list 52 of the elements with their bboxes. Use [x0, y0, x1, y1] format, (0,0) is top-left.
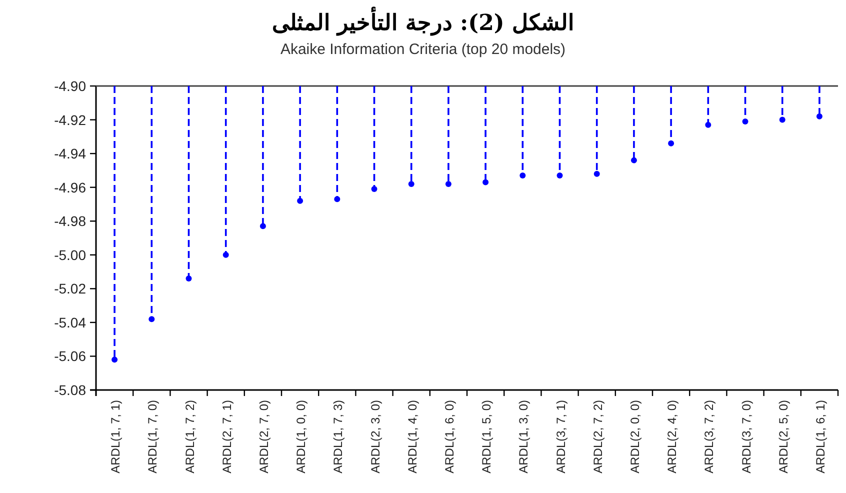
point: [371, 186, 378, 192]
point: [445, 180, 452, 187]
x-tick-label: ARDL(2, 0, 0): [628, 400, 642, 474]
x-tick-label: ARDL(1, 5, 0): [480, 400, 494, 474]
x-tick-label: ARDL(1, 0, 0): [294, 400, 308, 474]
y-tick-label: -4.94: [54, 146, 86, 162]
point: [482, 179, 489, 186]
point: [186, 276, 192, 282]
point: [668, 140, 674, 146]
x-tick-label: ARDL(2, 7, 2): [590, 400, 605, 474]
y-tick-label: -4.90: [54, 78, 86, 94]
point: [630, 157, 637, 164]
chart-title: الشكل (2): درجة التأخير المثلى: [272, 6, 574, 36]
point: [112, 356, 118, 363]
x-tick-label: ARDL(2, 7, 1): [220, 400, 234, 474]
y-tick-label: -4.96: [54, 179, 86, 196]
point: [816, 113, 822, 120]
y-tick-label: -5.04: [54, 314, 86, 330]
point: [556, 172, 563, 179]
chart-subtitle: Akaike Information Criteria (top 20 models): [280, 41, 566, 58]
x-tick-label: ARDL(1, 4, 0): [405, 400, 420, 474]
point: [148, 316, 155, 322]
x-tick-label: ARDL(1, 7, 1): [108, 400, 123, 474]
x-tick-label: ARDL(1, 7, 3): [331, 400, 346, 474]
point: [408, 180, 414, 187]
y-tick-label: -5.02: [54, 280, 86, 297]
x-tick-label: ARDL(1, 6, 1): [813, 400, 828, 474]
x-tick-label: ARDL(3, 7, 0): [739, 400, 754, 474]
x-tick-label: ARDL(3, 7, 1): [554, 400, 568, 474]
point: [594, 170, 600, 177]
point: [297, 198, 304, 204]
y-tick-label: -5.00: [54, 246, 86, 263]
point: [779, 116, 786, 123]
point: [705, 122, 712, 128]
x-tick-label: ARDL(2, 5, 0): [776, 400, 790, 474]
x-tick-label: ARDL(1, 6, 0): [442, 400, 456, 474]
x-tick-label: ARDL(2, 7, 0): [256, 400, 271, 474]
point: [260, 223, 266, 230]
point: [520, 172, 526, 179]
y-tick-label: -4.92: [54, 112, 86, 128]
x-tick-label: ARDL(2, 3, 0): [368, 400, 382, 474]
x-tick-label: ARDL(1, 3, 0): [516, 400, 531, 474]
point: [742, 118, 748, 124]
point: [334, 196, 340, 202]
y-tick-label: -4.98: [54, 213, 86, 230]
x-tick-label: ARDL(1, 7, 2): [182, 400, 197, 474]
x-tick-label: ARDL(1, 7, 0): [146, 400, 160, 474]
y-tick-label: -5.08: [54, 382, 86, 398]
point: [222, 252, 229, 258]
x-tick-label: ARDL(3, 7, 2): [702, 400, 716, 474]
x-tick-label: ARDL(2, 4, 0): [665, 400, 680, 474]
y-tick-label: -5.06: [54, 348, 86, 364]
